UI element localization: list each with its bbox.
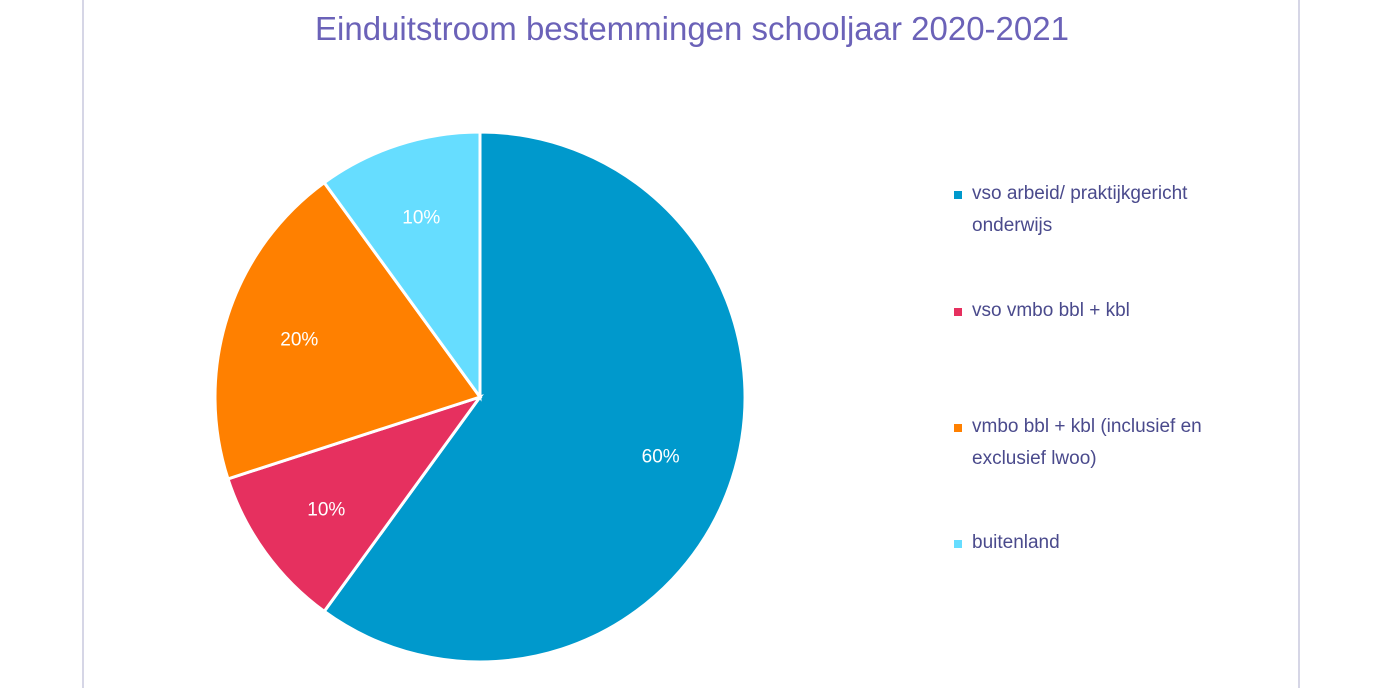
slice-label: 60% (642, 447, 680, 468)
pie-slice (213, 180, 483, 481)
chart-frame (82, 0, 1300, 688)
legend-label: buitenland (972, 532, 1060, 553)
chart-title: Einduitstroom bestemmingen schooljaar 20… (315, 10, 1069, 47)
legend-item: vso vmbo bbl + kbl (954, 295, 1254, 327)
pie-slice (226, 394, 484, 614)
legend-item: vso arbeid/ praktijkgericht onderwijs (954, 178, 1254, 242)
legend-swatch (954, 424, 962, 432)
legend-label: vmbo bbl + kbl (inclusief en exclusief l… (972, 416, 1202, 469)
pie-slice (322, 130, 482, 402)
legend-item: buitenland (954, 527, 1254, 559)
legend-label: vso arbeid/ praktijkgericht onderwijs (972, 183, 1188, 236)
legend-swatch (954, 191, 962, 199)
slice-label: 10% (402, 207, 440, 228)
legend-swatch (954, 540, 962, 548)
legend-label: vso vmbo bbl + kbl (972, 300, 1130, 321)
slice-label: 20% (280, 329, 318, 350)
legend-item: vmbo bbl + kbl (inclusief en exclusief l… (954, 411, 1254, 475)
pie-slice (322, 130, 747, 664)
slice-label: 10% (307, 500, 345, 521)
legend-swatch (954, 308, 962, 316)
